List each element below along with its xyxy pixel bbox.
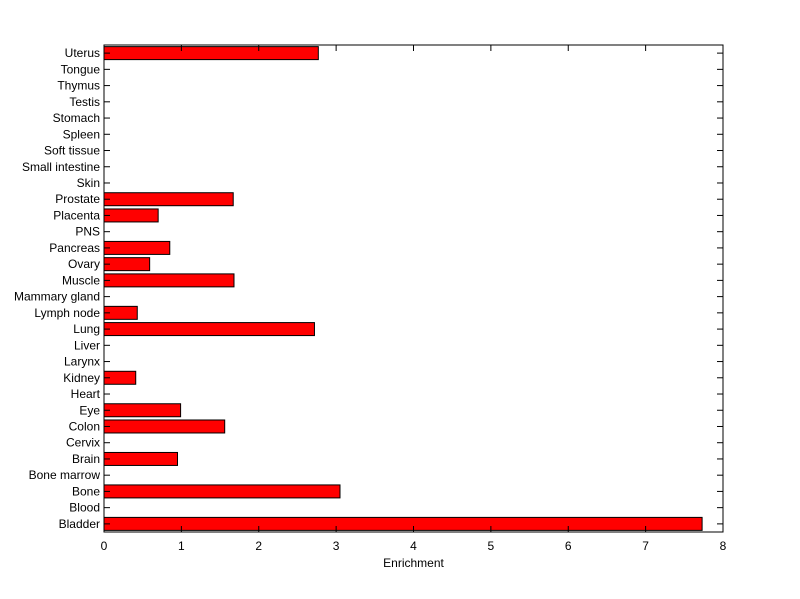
x-tick-label: 7: [642, 539, 649, 553]
y-tick-label: Eye: [79, 403, 100, 417]
x-tick-label: 6: [565, 539, 572, 553]
y-tick-label: Thymus: [57, 79, 100, 93]
y-tick-label: Tongue: [61, 62, 101, 76]
y-tick-label: Placenta: [53, 208, 100, 222]
y-tick-label: Bone: [72, 484, 100, 498]
y-tick-label: Blood: [69, 501, 100, 515]
bar-colon: [103, 419, 226, 434]
y-axis-ticks: Bladder Blood Bone Bone marrow Brain Cervix Co…: [14, 46, 723, 531]
y-tick-label: Spleen: [63, 127, 100, 141]
y-tick-label: Small intestine: [22, 160, 100, 174]
x-tick-label: 3: [333, 539, 340, 553]
x-tick-label: 5: [488, 539, 495, 553]
y-tick-label: Skin: [77, 176, 100, 190]
bar-bone: [103, 484, 341, 499]
bar-prostate: [103, 192, 234, 207]
y-tick-label: Mammary gland: [14, 290, 100, 304]
x-tick-label: 4: [410, 539, 417, 553]
bar-brain: [103, 451, 179, 466]
y-tick-label: Kidney: [63, 371, 100, 385]
y-tick-label: Bone marrow: [29, 468, 101, 482]
y-tick-label: Pancreas: [49, 241, 100, 255]
y-tick-label: Prostate: [55, 192, 100, 206]
bar-ovary: [103, 257, 151, 272]
x-axis-label: Enrichment: [383, 556, 444, 570]
y-tick-label: Heart: [71, 387, 101, 401]
y-tick-label: Larynx: [64, 355, 100, 369]
x-axis-ticks: 0 1 2 3 4 5 6 7 8: [101, 45, 727, 553]
y-tick-label: Brain: [72, 452, 100, 466]
y-tick-label: Stomach: [53, 111, 100, 125]
y-tick-label: Soft tissue: [44, 144, 100, 158]
y-tick-label: Bladder: [59, 517, 100, 531]
y-tick-label: Lung: [73, 322, 100, 336]
plot-area-frame: [103, 44, 724, 533]
bar-eye: [103, 403, 182, 418]
bar-placenta: [103, 208, 159, 223]
y-tick-label: Testis: [69, 95, 100, 109]
y-tick-label: Liver: [74, 338, 100, 352]
x-tick-label: 1: [178, 539, 185, 553]
bars-group: [103, 46, 703, 531]
bar-uterus: [103, 46, 319, 61]
bar-bladder: [103, 516, 703, 531]
bar-lung: [103, 322, 315, 337]
x-tick-label: 8: [720, 539, 727, 553]
y-tick-label: Cervix: [66, 436, 100, 450]
y-tick-label: PNS: [75, 225, 100, 239]
y-tick-label: Uterus: [65, 46, 100, 60]
y-tick-label: Lymph node: [34, 306, 100, 320]
y-tick-label: Muscle: [62, 273, 100, 287]
x-tick-label: 0: [101, 539, 108, 553]
x-tick-label: 2: [255, 539, 262, 553]
y-tick-label: Ovary: [68, 257, 100, 271]
bar-muscle: [103, 273, 235, 288]
y-tick-label: Colon: [69, 419, 100, 433]
bar-pancreas: [103, 240, 171, 255]
